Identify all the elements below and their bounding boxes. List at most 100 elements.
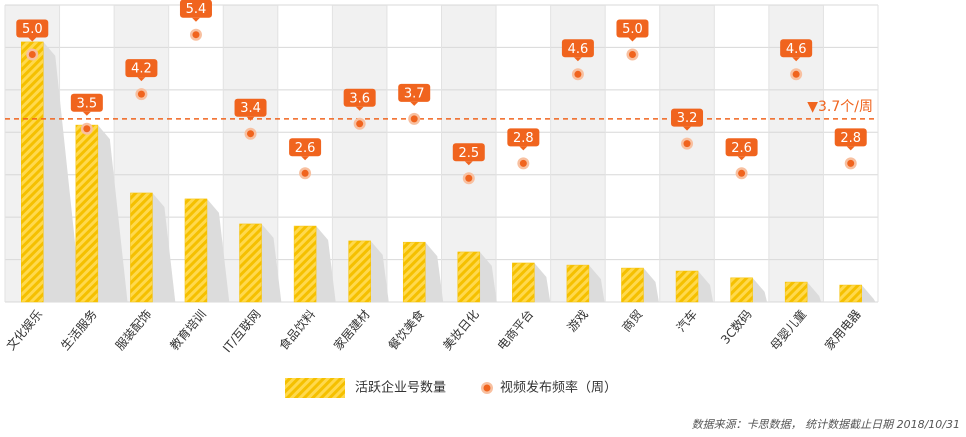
value-label-box xyxy=(398,83,431,102)
legend-dot xyxy=(483,384,491,392)
bar-shadow xyxy=(97,125,128,302)
dot xyxy=(301,169,309,177)
value-label-box xyxy=(234,98,267,117)
bar-shadow xyxy=(261,223,282,302)
bar xyxy=(130,192,153,303)
value-label: 4.6 xyxy=(568,42,589,57)
x-tick-label: IT/互联网 xyxy=(220,307,263,355)
dot xyxy=(574,70,582,78)
bar-shadow xyxy=(43,41,82,303)
value-label-pointer xyxy=(846,146,855,151)
x-tick-label: 家用电器 xyxy=(821,307,863,353)
value-label-box xyxy=(561,39,594,58)
bar xyxy=(239,223,262,303)
value-label-pointer xyxy=(355,106,364,111)
value-label-box xyxy=(289,138,322,157)
x-tick-label: 服装配饰 xyxy=(113,307,155,353)
bar-shadow xyxy=(479,251,497,302)
value-label-box xyxy=(507,128,540,147)
bar-shadow xyxy=(588,265,605,302)
value-label-box xyxy=(343,88,376,107)
value-label-box xyxy=(179,0,212,18)
value-label-box xyxy=(616,19,649,38)
legend-swatch xyxy=(285,378,345,398)
bar-shadow xyxy=(807,282,822,302)
bar-shadow xyxy=(534,262,551,302)
x-tick-label: 电商平台 xyxy=(494,307,536,353)
bar-shadow xyxy=(206,198,230,302)
value-label-pointer xyxy=(792,57,801,62)
bar xyxy=(512,262,535,303)
value-label: 2.6 xyxy=(295,141,316,156)
bar-shadow xyxy=(861,285,876,302)
bar-shadow xyxy=(316,226,336,302)
value-label: 2.8 xyxy=(513,131,534,146)
dot xyxy=(792,70,800,78)
value-label-box xyxy=(70,93,103,112)
value-label-pointer xyxy=(301,156,310,161)
value-label: 2.8 xyxy=(840,131,861,146)
column-band xyxy=(659,5,715,302)
dot xyxy=(192,31,200,39)
dot xyxy=(137,90,145,98)
x-tick-label: 3C数码 xyxy=(717,307,754,347)
value-label: 3.7 xyxy=(404,86,425,101)
value-label-pointer xyxy=(683,126,692,131)
x-tick-label: 汽车 xyxy=(673,307,700,335)
bar xyxy=(839,284,862,303)
value-label-pointer xyxy=(519,146,528,151)
value-label: 4.2 xyxy=(131,62,152,77)
value-label-box xyxy=(452,143,485,162)
x-tick-label: 游戏 xyxy=(565,307,591,334)
value-label: 4.6 xyxy=(786,42,807,57)
bar xyxy=(784,281,808,303)
bar xyxy=(184,198,208,303)
value-label-pointer xyxy=(410,101,419,106)
dot xyxy=(847,159,855,167)
x-tick-label: 家居建材 xyxy=(330,307,372,353)
value-label: 3.4 xyxy=(240,101,261,116)
bar xyxy=(730,277,753,303)
value-label: 5.4 xyxy=(186,2,207,17)
bar xyxy=(75,124,99,303)
dot xyxy=(410,115,418,123)
value-label: 2.5 xyxy=(458,146,479,161)
value-label: 3.5 xyxy=(77,96,98,111)
bar-shadow xyxy=(425,242,444,302)
bar-shadow xyxy=(698,271,714,302)
dot xyxy=(683,140,691,148)
value-label-box xyxy=(125,59,158,78)
dot xyxy=(519,159,527,167)
value-label-pointer xyxy=(246,116,255,121)
legend-label: 视频发布频率（周） xyxy=(500,380,617,396)
x-tick-label: 食品饮料 xyxy=(276,307,318,353)
value-label-box xyxy=(780,39,813,58)
dot xyxy=(28,51,36,58)
value-label-pointer xyxy=(737,156,746,161)
bar xyxy=(21,41,44,303)
value-label-pointer xyxy=(628,37,637,42)
dot xyxy=(83,125,91,133)
x-tick-label: 文化娱乐 xyxy=(3,307,45,353)
source: 数据来源：卡思数据， 统计数据截止日期 2018/10/31 xyxy=(692,418,960,431)
value-label-pointer xyxy=(82,111,91,116)
bar xyxy=(675,270,699,303)
value-label-box xyxy=(834,128,867,147)
value-label: 3.2 xyxy=(677,111,698,126)
x-tick-label: 教育培训 xyxy=(167,307,209,353)
value-label: 2.6 xyxy=(731,141,752,156)
value-label-box xyxy=(16,19,49,38)
bar xyxy=(566,264,590,303)
value-label: 3.6 xyxy=(349,91,370,106)
bar-shadow xyxy=(370,240,389,302)
value-label-pointer xyxy=(191,17,200,22)
bar-shadow xyxy=(643,268,659,302)
value-label: 5.0 xyxy=(622,22,643,37)
dot xyxy=(465,174,473,182)
value-label-box xyxy=(725,138,758,157)
x-tick-label: 母婴儿童 xyxy=(767,307,809,353)
dot xyxy=(738,169,746,177)
bar-shadow xyxy=(152,192,176,302)
value-label-box xyxy=(671,108,704,127)
